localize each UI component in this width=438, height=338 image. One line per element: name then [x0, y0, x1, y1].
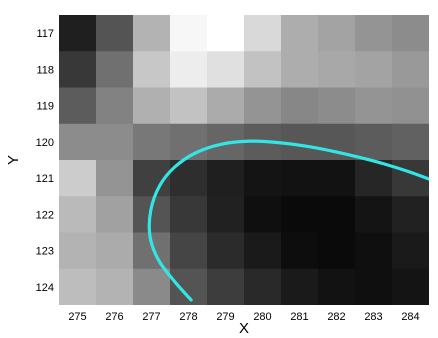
heatmap-cell: [59, 232, 97, 270]
heatmap-cell: [318, 232, 356, 270]
y-tick-label: 124: [36, 282, 54, 294]
heatmap-cell: [355, 87, 393, 125]
heatmap-cell: [392, 160, 429, 197]
heatmap-cell: [133, 87, 171, 125]
heatmap-cell: [355, 123, 393, 161]
heatmap-cell: [207, 160, 245, 197]
heatmap-cell: [244, 160, 282, 197]
heatmap-cell: [133, 15, 171, 52]
heatmap-cell: [133, 51, 171, 89]
heatmap-cell: [281, 160, 319, 197]
heatmap-cell: [244, 196, 282, 234]
y-tick-label: 119: [36, 101, 54, 113]
heatmap-cell: [96, 196, 134, 234]
heatmap-cell: [392, 51, 429, 89]
heatmap-cell: [355, 268, 393, 305]
y-tick-label: 121: [36, 173, 54, 185]
heatmap-cell: [318, 87, 356, 125]
heatmap-cell: [392, 196, 429, 234]
heatmap-cell: [59, 51, 97, 89]
contour-line: [147, 139, 429, 302]
heatmap-cell: [207, 196, 245, 234]
heatmap-cell: [170, 196, 208, 234]
x-axis-ticks: 275 276 277 278 279 280 281 282 283 284: [68, 311, 419, 323]
heatmap-cell: [318, 196, 356, 234]
heatmap-cell: [133, 268, 171, 305]
x-tick-label: 284: [401, 311, 419, 323]
heatmap-cell: [392, 232, 429, 270]
heatmap-cell: [96, 51, 134, 89]
heatmap-cell: [96, 268, 134, 305]
heatmap-cell: [281, 196, 319, 234]
heatmap-cell: [96, 15, 134, 52]
heatmap-cell: [59, 160, 97, 197]
heatmap-cell: [207, 232, 245, 270]
heatmap-cell: [59, 196, 97, 234]
x-tick-label: 282: [327, 311, 345, 323]
x-tick-label: 281: [290, 311, 308, 323]
x-axis-label: X: [239, 320, 249, 337]
heatmap-cell: [318, 51, 356, 89]
heatmap-cell: [207, 268, 245, 305]
heatmap-cell: [207, 15, 245, 52]
heatmap-cell: [207, 51, 245, 89]
heatmap-cell: [244, 15, 282, 52]
heatmap-cell: [170, 51, 208, 89]
heatmap-cell: [355, 15, 393, 52]
heatmap-cell: [392, 123, 429, 161]
heatmap-cell: [318, 160, 356, 197]
heatmap-cell: [96, 87, 134, 125]
heatmap-cell: [281, 268, 319, 305]
heatmap-cell: [170, 15, 208, 52]
contour-layer: [147, 139, 429, 302]
y-tick-label: 118: [36, 64, 54, 76]
y-tick-label: 122: [36, 209, 54, 221]
heatmap-cell: [207, 87, 245, 125]
heatmap-cell: [170, 268, 208, 305]
y-axis-ticks: 117 118 119 120 121 122 123 124: [36, 28, 54, 294]
heatmap-cell: [355, 196, 393, 234]
heatmap-cell: [244, 51, 282, 89]
heatmap-cell: [318, 268, 356, 305]
heatmap-cell: [392, 87, 429, 125]
heatmap-cells: [59, 15, 429, 305]
heatmap-cell: [59, 87, 97, 125]
y-tick-label: 120: [36, 137, 54, 149]
x-tick-label: 276: [105, 311, 123, 323]
heatmap-cell: [355, 232, 393, 270]
heatmap-cell: [281, 232, 319, 270]
y-axis-label: Y: [5, 155, 22, 165]
x-tick-label: 283: [364, 311, 382, 323]
heatmap-cell: [392, 15, 429, 52]
heatmap-cell: [281, 15, 319, 52]
heatmap-cell: [170, 232, 208, 270]
heatmap-cell: [244, 87, 282, 125]
x-tick-label: 275: [68, 311, 86, 323]
heatmap-cell: [96, 232, 134, 270]
heatmap-cell: [244, 232, 282, 270]
heatmap-cell: [355, 51, 393, 89]
x-tick-label: 280: [253, 311, 271, 323]
heatmap-cell: [392, 268, 429, 305]
heatmap-cell: [170, 123, 208, 161]
heatmap-cell: [59, 123, 97, 161]
heatmap-cell: [59, 15, 97, 52]
heatmap-cell: [281, 51, 319, 89]
x-tick-label: 279: [216, 311, 234, 323]
y-tick-label: 117: [36, 28, 54, 40]
heatmap-cell: [59, 268, 97, 305]
heatmap-cell: [170, 87, 208, 125]
heatmap-cell: [318, 15, 356, 52]
heatmap-cell: [133, 123, 171, 161]
heatmap-cell: [281, 87, 319, 125]
x-tick-label: 278: [179, 311, 197, 323]
x-tick-label: 277: [142, 311, 160, 323]
heatmap-cell: [96, 123, 134, 161]
y-tick-label: 123: [36, 246, 54, 258]
heatmap-cell: [244, 268, 282, 305]
heatmap-cell: [96, 160, 134, 197]
